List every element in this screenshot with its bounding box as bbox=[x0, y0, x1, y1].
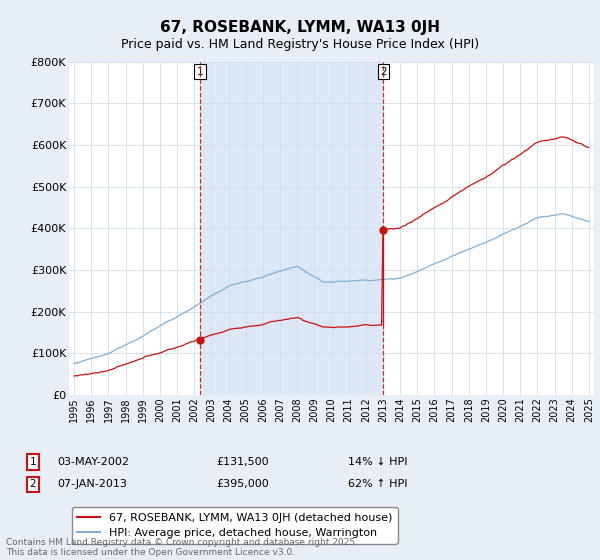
Text: Contains HM Land Registry data © Crown copyright and database right 2025.
This d: Contains HM Land Registry data © Crown c… bbox=[6, 538, 358, 557]
Text: 2: 2 bbox=[380, 67, 387, 77]
Text: Price paid vs. HM Land Registry's House Price Index (HPI): Price paid vs. HM Land Registry's House … bbox=[121, 38, 479, 50]
Text: 62% ↑ HPI: 62% ↑ HPI bbox=[348, 479, 407, 489]
Text: 67, ROSEBANK, LYMM, WA13 0JH: 67, ROSEBANK, LYMM, WA13 0JH bbox=[160, 20, 440, 35]
Text: 07-JAN-2013: 07-JAN-2013 bbox=[57, 479, 127, 489]
Text: 1: 1 bbox=[197, 67, 203, 77]
Legend: 67, ROSEBANK, LYMM, WA13 0JH (detached house), HPI: Average price, detached hous: 67, ROSEBANK, LYMM, WA13 0JH (detached h… bbox=[72, 507, 398, 544]
Text: 1: 1 bbox=[29, 457, 37, 467]
Text: 03-MAY-2002: 03-MAY-2002 bbox=[57, 457, 129, 467]
Text: £131,500: £131,500 bbox=[216, 457, 269, 467]
Text: 14% ↓ HPI: 14% ↓ HPI bbox=[348, 457, 407, 467]
Text: £395,000: £395,000 bbox=[216, 479, 269, 489]
Text: 2: 2 bbox=[29, 479, 37, 489]
Bar bbox=[200, 62, 383, 395]
